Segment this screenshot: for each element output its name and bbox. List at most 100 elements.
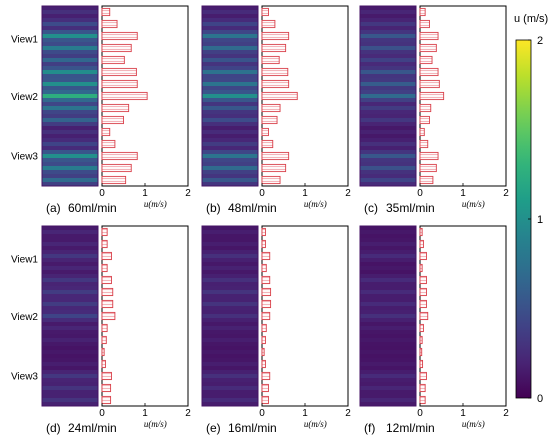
bar bbox=[261, 263, 267, 273]
x-tick-label: 0 bbox=[259, 188, 265, 199]
x-tick-label: 2 bbox=[185, 408, 191, 419]
x-axis-label: u(m/s) bbox=[462, 419, 485, 429]
bar bbox=[419, 299, 427, 309]
bar bbox=[419, 91, 445, 101]
bar bbox=[101, 239, 108, 249]
bar bbox=[261, 395, 269, 405]
x-axis-label: u(m/s) bbox=[304, 419, 327, 429]
velocity-heatmap bbox=[359, 225, 417, 407]
x-axis-label: u(m/s) bbox=[144, 199, 167, 209]
bar bbox=[419, 239, 424, 249]
panel-a: 0 1 2 u(m/s) (a) 60ml/min View1 View2 View3 bbox=[11, 5, 191, 215]
bar bbox=[101, 139, 116, 149]
bar bbox=[101, 227, 108, 237]
x-axis-label: u(m/s) bbox=[462, 199, 485, 209]
x-tick-label: 1 bbox=[302, 408, 308, 419]
bar bbox=[419, 163, 437, 173]
bar bbox=[101, 103, 130, 113]
bar bbox=[419, 227, 423, 237]
x-tick-label: 1 bbox=[142, 188, 148, 199]
bar bbox=[261, 239, 266, 249]
view-label: View1 bbox=[11, 254, 38, 265]
bar bbox=[101, 359, 106, 369]
bar bbox=[261, 79, 290, 89]
panel-label: (d) bbox=[46, 421, 61, 435]
bar bbox=[101, 299, 114, 309]
velocity-bars bbox=[261, 225, 349, 407]
x-tick-label: 1 bbox=[460, 188, 466, 199]
bar bbox=[419, 43, 437, 53]
bar bbox=[419, 175, 434, 185]
bar bbox=[419, 347, 423, 357]
x-tick-label: 2 bbox=[185, 188, 191, 199]
x-tick-label: 2 bbox=[345, 188, 351, 199]
panel-d: 0 1 2 u(m/s) (d) 24ml/min View1 View2 View3 bbox=[11, 225, 191, 435]
bar bbox=[261, 31, 290, 41]
x-tick-label: 1 bbox=[142, 408, 148, 419]
flow-rate-label: 24ml/min bbox=[68, 421, 117, 435]
colorbar: 2 1 0 u (m/s) bbox=[514, 13, 548, 405]
panel-f: 0 1 2 u(m/s) (f) 12ml/min bbox=[359, 225, 509, 435]
bar bbox=[101, 371, 112, 381]
velocity-heatmap bbox=[201, 5, 259, 187]
bar bbox=[419, 371, 427, 381]
bar bbox=[419, 67, 439, 77]
velocity-bars bbox=[261, 5, 349, 187]
x-tick-label: 0 bbox=[417, 188, 423, 199]
bar bbox=[101, 43, 132, 53]
bar bbox=[101, 335, 107, 345]
bar bbox=[261, 323, 267, 333]
bar bbox=[419, 55, 433, 65]
bar bbox=[261, 55, 280, 65]
bar bbox=[419, 19, 430, 29]
bar bbox=[419, 311, 429, 321]
bar bbox=[419, 383, 426, 393]
x-tick-label: 1 bbox=[460, 408, 466, 419]
x-tick-label: 2 bbox=[345, 408, 351, 419]
bar bbox=[261, 115, 278, 125]
bar bbox=[101, 79, 138, 89]
bar bbox=[101, 395, 112, 405]
x-tick-label: 0 bbox=[417, 408, 423, 419]
bar bbox=[419, 139, 429, 149]
bar bbox=[419, 335, 423, 345]
bar bbox=[101, 263, 108, 273]
panel-label: (a) bbox=[46, 201, 61, 215]
bar bbox=[261, 299, 272, 309]
x-tick-label: 0 bbox=[99, 408, 105, 419]
velocity-heatmap bbox=[359, 5, 417, 187]
velocity-heatmap bbox=[41, 225, 99, 407]
x-axis-label: u(m/s) bbox=[144, 419, 167, 429]
bar bbox=[261, 383, 269, 393]
x-axis-label: u(m/s) bbox=[304, 199, 327, 209]
bar bbox=[261, 335, 266, 345]
panel-label: (f) bbox=[364, 421, 375, 435]
bar bbox=[261, 67, 289, 77]
view-label: View2 bbox=[11, 92, 38, 103]
view-label: View1 bbox=[11, 34, 38, 45]
velocity-bars bbox=[419, 225, 507, 407]
bar bbox=[101, 151, 138, 161]
bar bbox=[101, 383, 112, 393]
plot-frame bbox=[101, 225, 189, 407]
bar bbox=[261, 275, 271, 285]
bar bbox=[101, 275, 112, 285]
panel-label: (b) bbox=[206, 201, 221, 215]
bar bbox=[261, 359, 266, 369]
x-tick-label: 1 bbox=[302, 188, 308, 199]
plot-frame bbox=[261, 225, 349, 407]
bar bbox=[419, 7, 426, 17]
bar bbox=[419, 323, 424, 333]
bar bbox=[419, 275, 427, 285]
bar bbox=[101, 7, 111, 17]
velocity-bars bbox=[101, 5, 189, 187]
bar bbox=[261, 127, 269, 137]
bar bbox=[261, 7, 269, 17]
bar bbox=[261, 19, 276, 29]
bar bbox=[101, 287, 114, 297]
bar bbox=[101, 311, 116, 321]
x-tick-label: 0 bbox=[259, 408, 265, 419]
panel-label: (c) bbox=[364, 201, 378, 215]
x-tick-label: 0 bbox=[99, 188, 105, 199]
bar bbox=[261, 311, 271, 321]
